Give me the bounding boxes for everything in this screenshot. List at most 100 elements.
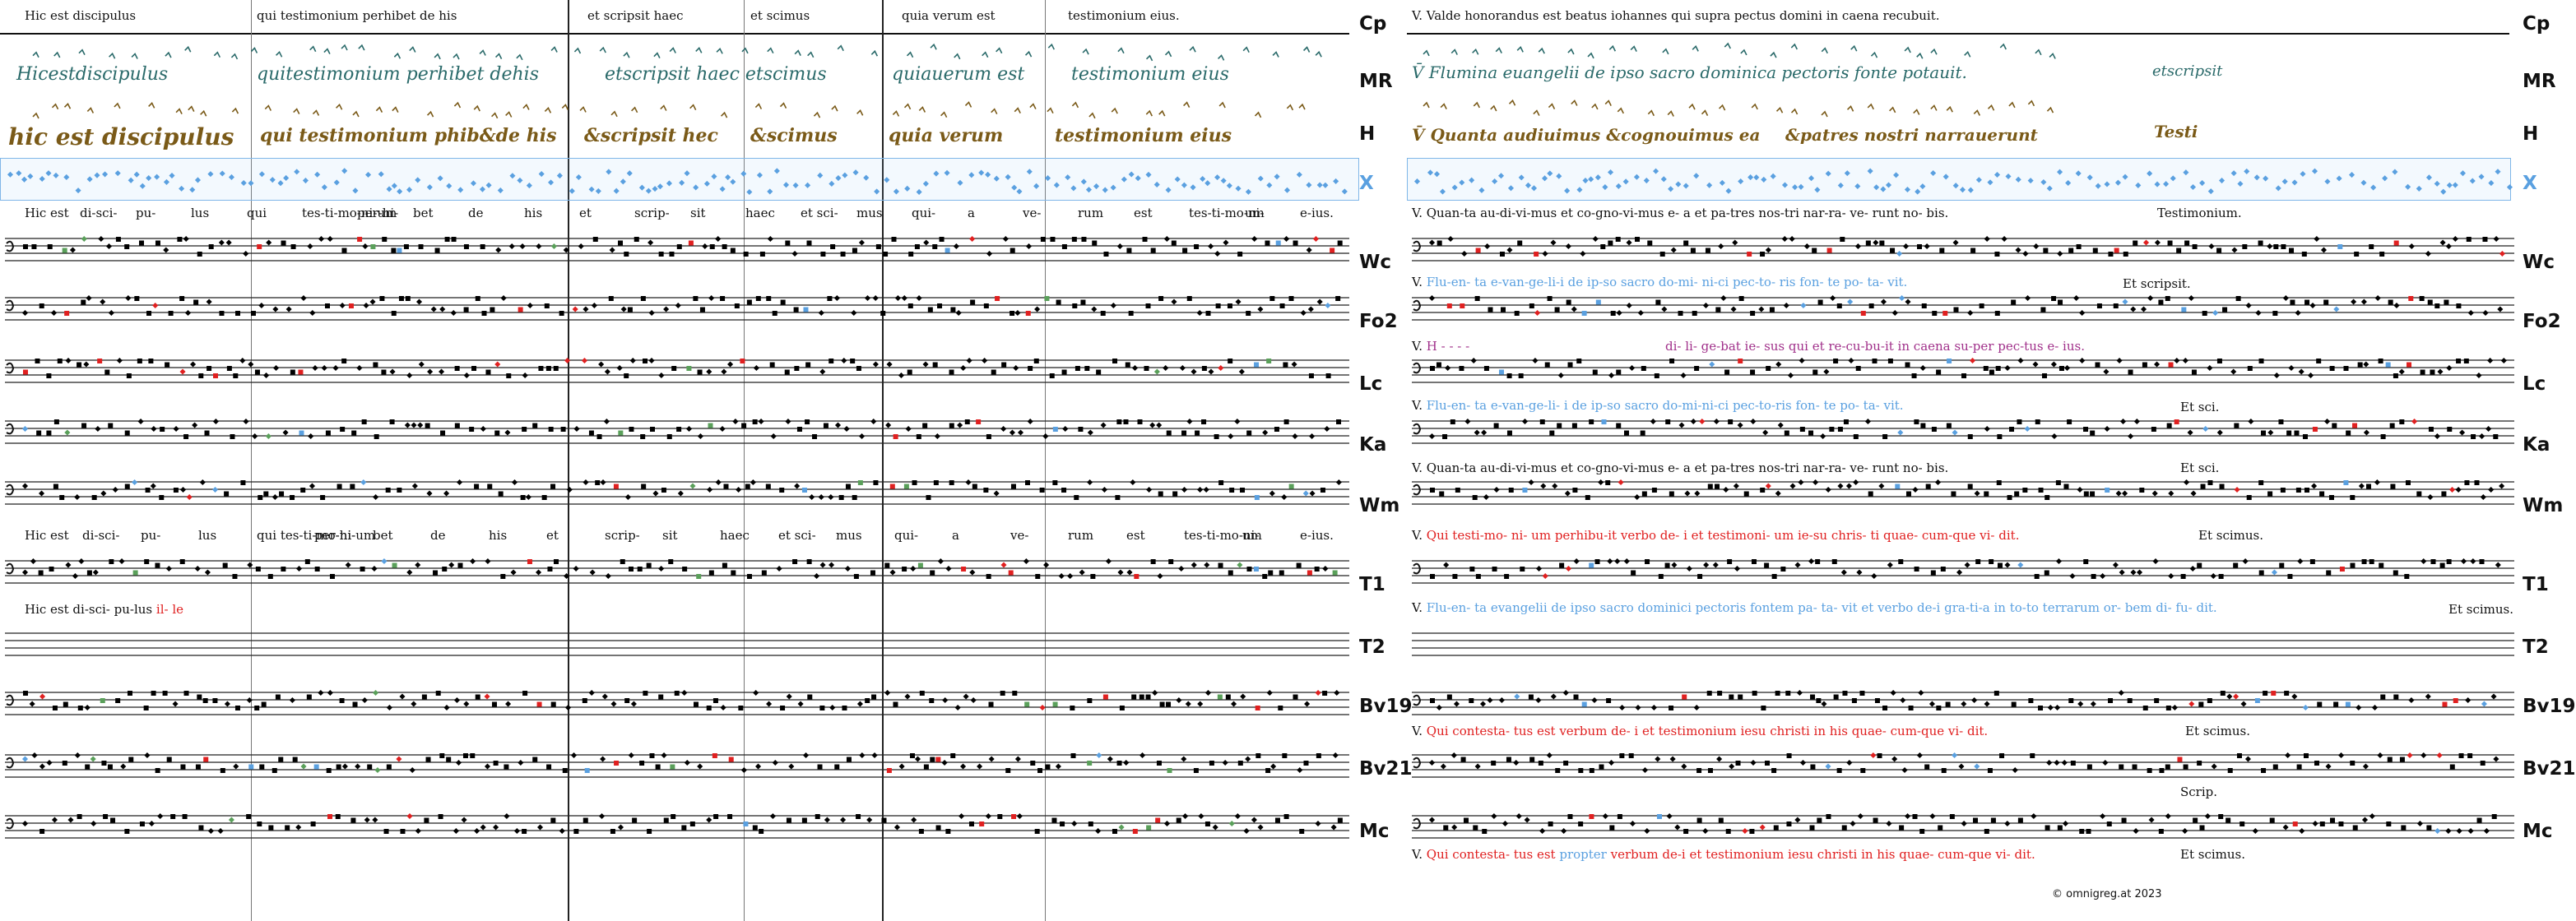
rhombus (1709, 361, 1715, 368)
punctum (425, 757, 431, 762)
punctum (198, 373, 204, 378)
punctum (640, 434, 646, 439)
neume-mark (1302, 46, 1311, 53)
column-separator (1045, 0, 1046, 921)
neume-mark (1889, 106, 1896, 113)
neume-mark (1508, 99, 1516, 106)
rhombus (415, 827, 421, 835)
punctum (2011, 701, 2017, 707)
punctum (350, 484, 355, 489)
x-neume (509, 173, 516, 179)
punctum (1274, 817, 1280, 823)
punctum (661, 488, 666, 493)
rhombus (2377, 752, 2383, 759)
rhombus (2411, 418, 2418, 425)
rhombus (1626, 239, 1632, 246)
punctum (945, 248, 950, 253)
rhombus (1713, 418, 1720, 425)
lyric-syllable: mus (836, 528, 862, 543)
rhombus (828, 493, 834, 501)
rhombus (511, 479, 518, 486)
rhombus (715, 235, 722, 243)
rhombus (474, 827, 480, 835)
punctum (1145, 694, 1151, 700)
punctum (91, 495, 97, 500)
rhombus (2267, 243, 2273, 250)
punctum (367, 764, 373, 770)
lyric-syllable: rum (1078, 206, 1104, 220)
rhombus (1775, 361, 1782, 368)
neume-mark (1024, 50, 1033, 58)
punctum (494, 430, 500, 436)
rhombus (1684, 490, 1691, 497)
neume-mark (1071, 101, 1079, 109)
punctum (686, 366, 692, 371)
rhombus (2165, 812, 2171, 820)
x-neume (21, 176, 28, 183)
punctum (471, 366, 477, 371)
punctum (1549, 430, 1555, 436)
rhombus (685, 425, 693, 433)
rhombus (1716, 756, 1723, 762)
neume-mark (599, 46, 606, 53)
x-neume (1110, 184, 1116, 191)
punctum (1979, 303, 1984, 308)
rhombus (578, 243, 584, 250)
punctum (1619, 753, 1625, 758)
rhombus (289, 697, 295, 704)
x-neume (1564, 187, 1571, 194)
punctum (518, 307, 523, 312)
rhombus (381, 558, 388, 565)
rhombus (1118, 824, 1125, 831)
x-neume (1837, 182, 1844, 189)
rhombus (1208, 368, 1214, 375)
mr-neume-text: quiauerum est (892, 64, 1025, 85)
lyric-syllable: tes-ti-mo-ni- (1189, 206, 1265, 220)
rhombus (2483, 827, 2490, 835)
x-neume (1770, 173, 1776, 179)
x-neume (378, 171, 384, 178)
punctum (2439, 562, 2445, 568)
rhombus (788, 763, 795, 770)
punctum (929, 698, 935, 703)
x-neume (2104, 181, 2110, 187)
rhombus (1243, 827, 1250, 835)
punctum (2216, 359, 2222, 363)
punctum (731, 570, 736, 576)
x-neume (1316, 182, 1323, 188)
rhombus (588, 689, 595, 697)
punctum (1817, 299, 1823, 305)
rhombus (494, 361, 501, 368)
punctum (779, 488, 785, 493)
rhombus (246, 697, 253, 704)
staff-right-bv21 (1412, 752, 2514, 778)
x-neume (1725, 187, 1732, 194)
rhombus (2408, 697, 2415, 704)
punctum (1158, 491, 1163, 497)
rhombus (628, 752, 634, 759)
rhombus (2288, 364, 2295, 372)
punctum (562, 768, 568, 773)
punctum (553, 366, 559, 371)
punctum (2379, 562, 2384, 568)
rhombus (2187, 429, 2193, 436)
rhombus (2482, 309, 2489, 317)
punctum (1442, 434, 1448, 439)
punctum (1914, 419, 1919, 424)
punctum (1265, 240, 1270, 246)
punctum (806, 559, 812, 564)
punctum (451, 237, 457, 242)
rhombus (942, 697, 949, 704)
punctum (2434, 303, 2440, 308)
rhombus (2459, 429, 2466, 436)
punctum (1925, 484, 1931, 489)
rhombus (1042, 433, 1049, 440)
rhombus (1775, 490, 1781, 497)
punctum (536, 701, 542, 707)
x-neume (45, 170, 52, 177)
rhombus (105, 243, 113, 250)
rhombus (2234, 486, 2240, 493)
neume-mark (1647, 109, 1655, 117)
punctum (2430, 559, 2436, 564)
x-neume (1498, 173, 1505, 179)
